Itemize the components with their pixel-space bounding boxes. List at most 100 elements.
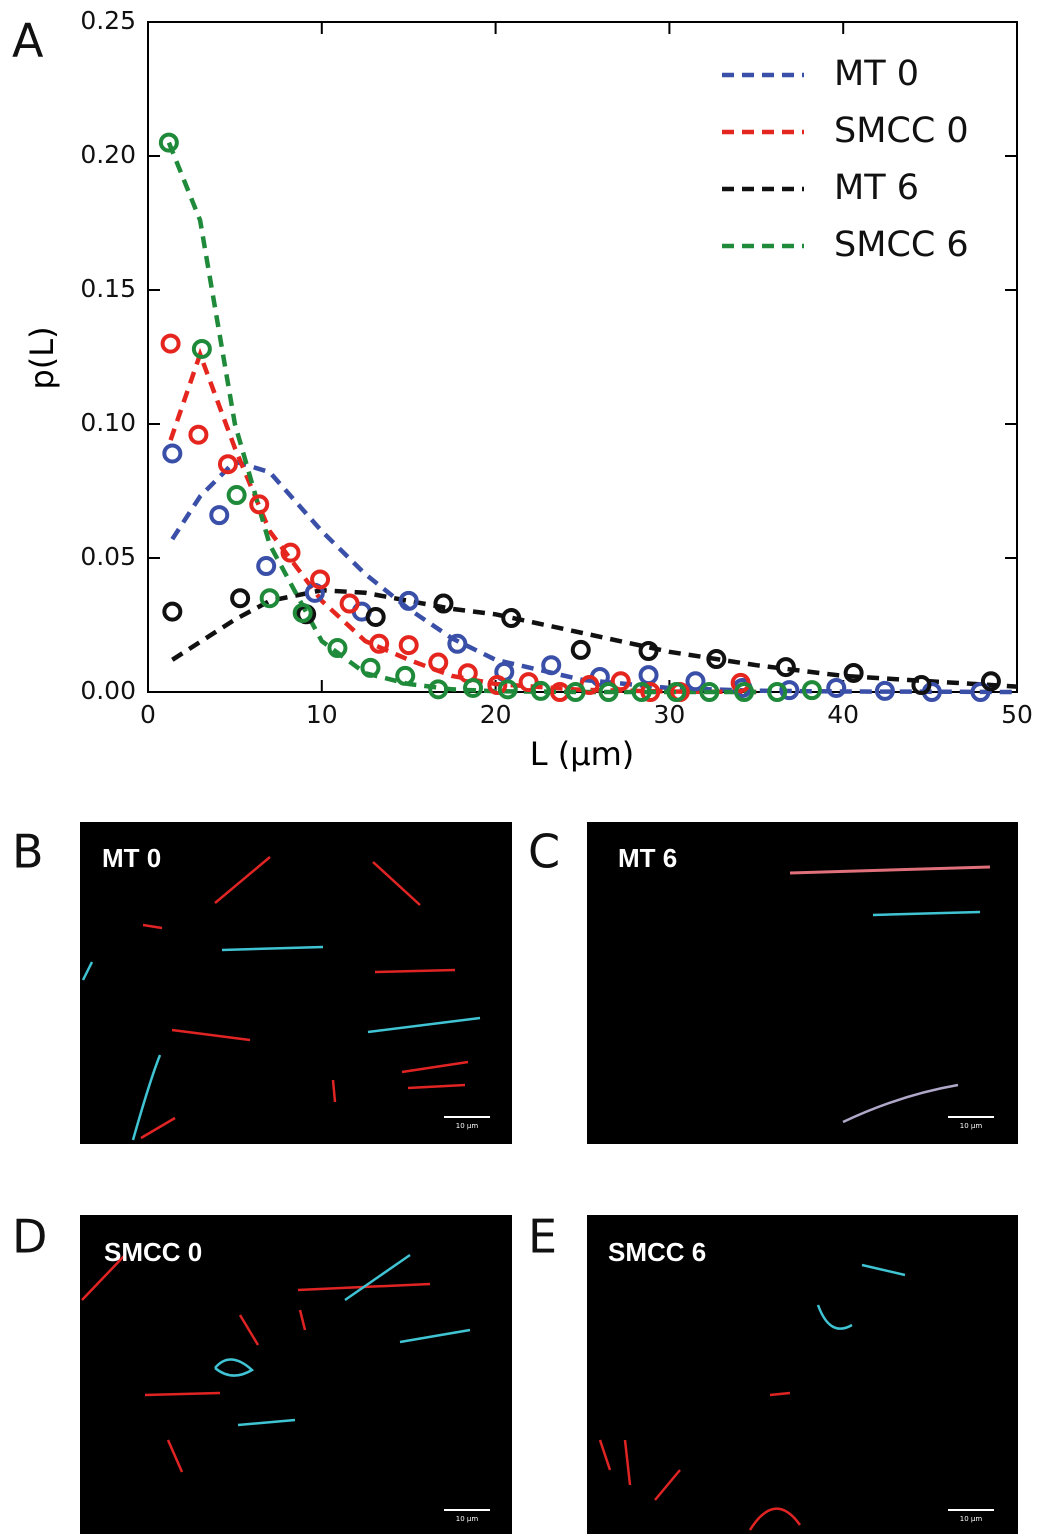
data-point: [775, 657, 796, 678]
filament: [367, 1016, 481, 1034]
filament: [144, 1391, 221, 1397]
filament: [344, 1253, 411, 1302]
panel-letter: D: [12, 1210, 47, 1264]
filament: [238, 1314, 260, 1346]
data-point: [487, 675, 508, 696]
filament: [214, 1358, 255, 1377]
data-point: [226, 485, 247, 506]
data-point: [874, 680, 895, 701]
panel-letter: C: [528, 825, 560, 879]
data-point: [706, 649, 727, 670]
filament: [140, 1116, 176, 1140]
data-point: [631, 682, 652, 702]
data-point: [259, 588, 280, 609]
data-point: [666, 682, 687, 702]
data-point: [699, 682, 720, 702]
data-point: [327, 638, 348, 659]
data-point: [530, 680, 551, 701]
micrograph: [80, 822, 512, 1144]
y-tick-label: 0.20: [80, 140, 136, 169]
filament: [142, 923, 163, 930]
data-point: [730, 672, 751, 693]
x-tick-label: 40: [827, 700, 859, 729]
data-point: [501, 608, 522, 629]
x-tick-label: 10: [306, 700, 338, 729]
filament: [81, 1254, 126, 1301]
filaments: [81, 856, 481, 1141]
panel-letter: E: [528, 1210, 557, 1264]
micrograph: [80, 1215, 512, 1534]
data-point: [970, 682, 991, 702]
filament: [221, 945, 324, 952]
filament: [372, 861, 421, 906]
filament: [399, 1328, 471, 1344]
scale-bar-label: 10 μm: [456, 1122, 479, 1130]
filaments: [789, 865, 991, 1124]
legend-label: MT 0: [834, 54, 919, 94]
data-point: [395, 665, 416, 686]
data-point: [188, 424, 209, 445]
data-point: [249, 494, 270, 515]
x-tick-label: 0: [140, 700, 156, 729]
panel-label: MT 6: [618, 843, 677, 873]
data-point: [365, 606, 386, 627]
filament: [331, 1079, 337, 1103]
scale-bar-label: 10 μm: [456, 1515, 479, 1523]
data-point: [191, 338, 212, 359]
filament: [769, 1391, 791, 1397]
filament: [872, 910, 981, 917]
panel-label: MT 0: [102, 843, 161, 873]
data-point: [610, 671, 631, 692]
data-point: [280, 542, 301, 563]
filaments: [598, 1263, 906, 1531]
filament: [131, 1054, 162, 1141]
legend-label: SMCC 0: [834, 111, 969, 151]
data-point: [217, 454, 238, 475]
data-point: [447, 633, 468, 654]
filament: [789, 865, 991, 875]
data-point: [843, 662, 864, 683]
panel-letter: B: [12, 825, 44, 879]
data-point: [162, 601, 183, 622]
data-point: [310, 569, 331, 590]
panel-label: SMCC 0: [104, 1237, 202, 1267]
x-tick-label: 50: [1001, 700, 1033, 729]
filament: [623, 1439, 632, 1486]
filament: [374, 968, 456, 974]
data-point: [428, 679, 449, 700]
data-point: [230, 588, 251, 609]
panel-letter: A: [12, 14, 44, 68]
data-point: [570, 639, 591, 660]
data-point: [685, 671, 706, 692]
micrograph: [587, 1215, 1018, 1534]
data-point: [398, 590, 419, 611]
fit-line: [166, 141, 757, 695]
filament: [171, 1028, 251, 1042]
x-tick-label: 20: [480, 700, 512, 729]
filament: [237, 1418, 296, 1427]
filament: [401, 1060, 469, 1074]
data-point: [826, 677, 847, 698]
data-point: [256, 556, 277, 577]
filament: [861, 1263, 906, 1277]
filament: [407, 1083, 466, 1090]
filament: [81, 961, 94, 981]
data-point: [158, 132, 179, 153]
filament: [748, 1507, 802, 1531]
data-point: [767, 682, 788, 702]
data-point: [360, 657, 381, 678]
data-point: [497, 679, 518, 700]
data-point: [801, 680, 822, 701]
data-point: [980, 671, 1001, 692]
x-tick-label: 30: [653, 700, 685, 729]
data-point: [734, 682, 755, 702]
data-point: [638, 665, 659, 686]
data-point: [209, 505, 230, 526]
data-point: [463, 677, 484, 698]
data-point: [339, 593, 360, 614]
y-tick-label: 0.05: [80, 542, 136, 571]
filament: [166, 1439, 184, 1473]
filament: [654, 1469, 681, 1501]
x-axis-label: L (μm): [530, 735, 635, 773]
